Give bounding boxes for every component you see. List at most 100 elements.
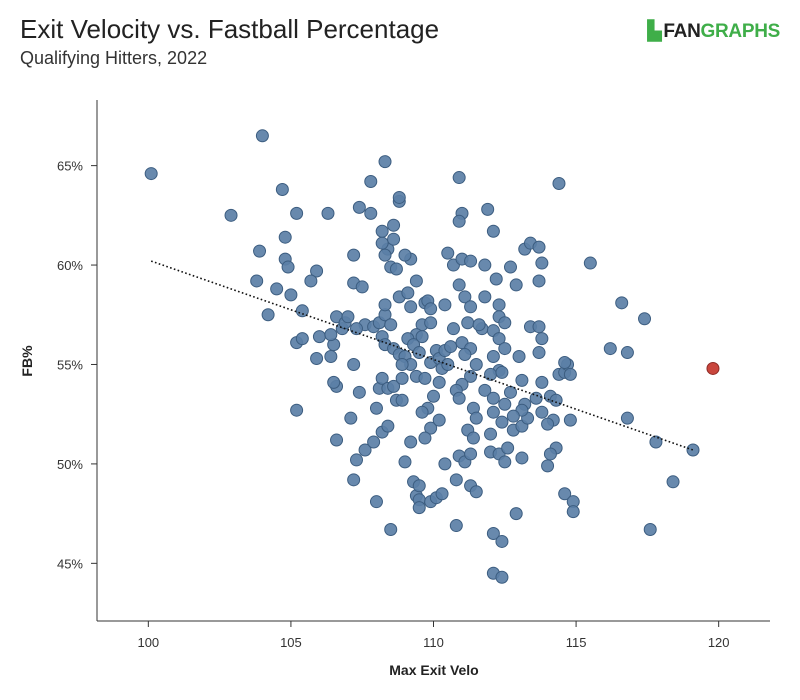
data-point bbox=[387, 379, 401, 393]
data-point bbox=[506, 409, 520, 423]
data-point bbox=[458, 290, 472, 304]
data-point bbox=[347, 248, 361, 262]
data-point bbox=[295, 304, 309, 318]
data-point bbox=[347, 473, 361, 487]
data-point bbox=[529, 391, 543, 405]
data-point bbox=[449, 519, 463, 533]
data-point bbox=[432, 375, 446, 389]
data-point bbox=[452, 214, 466, 228]
logo-text-graphs: GRAPHS bbox=[700, 20, 781, 42]
data-point bbox=[469, 411, 483, 425]
data-point bbox=[378, 155, 392, 169]
data-point bbox=[478, 290, 492, 304]
data-point bbox=[469, 485, 483, 499]
data-point bbox=[535, 256, 549, 270]
data-point bbox=[464, 254, 478, 268]
data-point bbox=[535, 375, 549, 389]
data-point bbox=[615, 296, 629, 310]
data-point bbox=[495, 570, 509, 584]
data-point bbox=[367, 435, 381, 449]
logo-mark-icon: ▙ bbox=[647, 21, 662, 42]
x-ticks: 100 105 110 115 120 bbox=[137, 621, 730, 650]
data-point bbox=[686, 443, 700, 457]
data-point bbox=[378, 298, 392, 312]
data-point bbox=[295, 332, 309, 346]
data-point bbox=[486, 405, 500, 419]
data-point bbox=[441, 357, 455, 371]
data-point bbox=[387, 232, 401, 246]
data-point bbox=[532, 346, 546, 360]
data-point bbox=[498, 455, 512, 469]
data-point bbox=[378, 248, 392, 262]
data-point bbox=[541, 417, 555, 431]
data-point bbox=[649, 435, 663, 449]
data-point bbox=[438, 298, 452, 312]
data-point bbox=[492, 298, 506, 312]
data-point bbox=[563, 367, 577, 381]
data-point bbox=[144, 167, 158, 181]
x-tick-label: 115 bbox=[566, 635, 587, 650]
data-point bbox=[515, 451, 529, 465]
data-point bbox=[552, 177, 566, 191]
data-point bbox=[321, 206, 335, 220]
data-point bbox=[415, 330, 429, 344]
data-point bbox=[449, 473, 463, 487]
data-point bbox=[261, 308, 275, 322]
data-point bbox=[401, 286, 415, 300]
y-ticks: 45% 50% 55% 60% 65% bbox=[57, 159, 97, 571]
data-point bbox=[492, 332, 506, 346]
data-point bbox=[563, 413, 577, 427]
data-point bbox=[250, 274, 264, 288]
data-point bbox=[486, 350, 500, 364]
data-point bbox=[375, 224, 389, 238]
data-point bbox=[364, 206, 378, 220]
data-point bbox=[392, 190, 406, 204]
data-point bbox=[281, 260, 295, 274]
data-point bbox=[458, 348, 472, 362]
data-point bbox=[387, 218, 401, 232]
data-point bbox=[535, 332, 549, 346]
data-point bbox=[427, 389, 440, 403]
data-point bbox=[290, 206, 304, 220]
x-tick-label: 100 bbox=[137, 635, 159, 650]
data-point bbox=[452, 171, 466, 185]
data-point bbox=[441, 246, 455, 260]
data-point bbox=[484, 367, 498, 381]
data-point bbox=[489, 272, 503, 286]
x-tick-label: 110 bbox=[423, 635, 444, 650]
data-point bbox=[224, 208, 238, 222]
data-point bbox=[358, 443, 372, 457]
data-point bbox=[495, 365, 509, 379]
data-point bbox=[352, 385, 366, 399]
data-point bbox=[381, 419, 395, 433]
data-point bbox=[304, 274, 318, 288]
data-point bbox=[666, 475, 680, 489]
data-point bbox=[464, 447, 478, 461]
data-point bbox=[478, 258, 492, 272]
data-point bbox=[375, 236, 389, 250]
data-point bbox=[330, 433, 344, 447]
y-tick-label: 45% bbox=[57, 556, 83, 571]
data-point bbox=[255, 129, 269, 143]
data-point bbox=[324, 328, 338, 342]
data-point bbox=[412, 479, 426, 493]
data-point bbox=[270, 282, 284, 296]
data-point bbox=[278, 230, 292, 244]
data-point bbox=[532, 274, 546, 288]
data-point bbox=[558, 487, 572, 501]
data-point bbox=[344, 411, 358, 425]
data-point bbox=[498, 397, 512, 411]
data-point bbox=[375, 371, 389, 385]
data-point bbox=[478, 383, 492, 397]
data-point bbox=[486, 391, 500, 405]
y-tick-label: 55% bbox=[57, 357, 83, 372]
data-point bbox=[350, 322, 364, 336]
data-point bbox=[466, 431, 480, 445]
data-point bbox=[275, 182, 289, 196]
fangraphs-logo: ▙ FAN GRAPHS bbox=[647, 20, 780, 43]
data-point bbox=[418, 431, 432, 445]
logo-text-fan: FAN bbox=[663, 20, 701, 42]
highlight-data-point bbox=[706, 361, 720, 375]
data-point bbox=[446, 322, 460, 336]
